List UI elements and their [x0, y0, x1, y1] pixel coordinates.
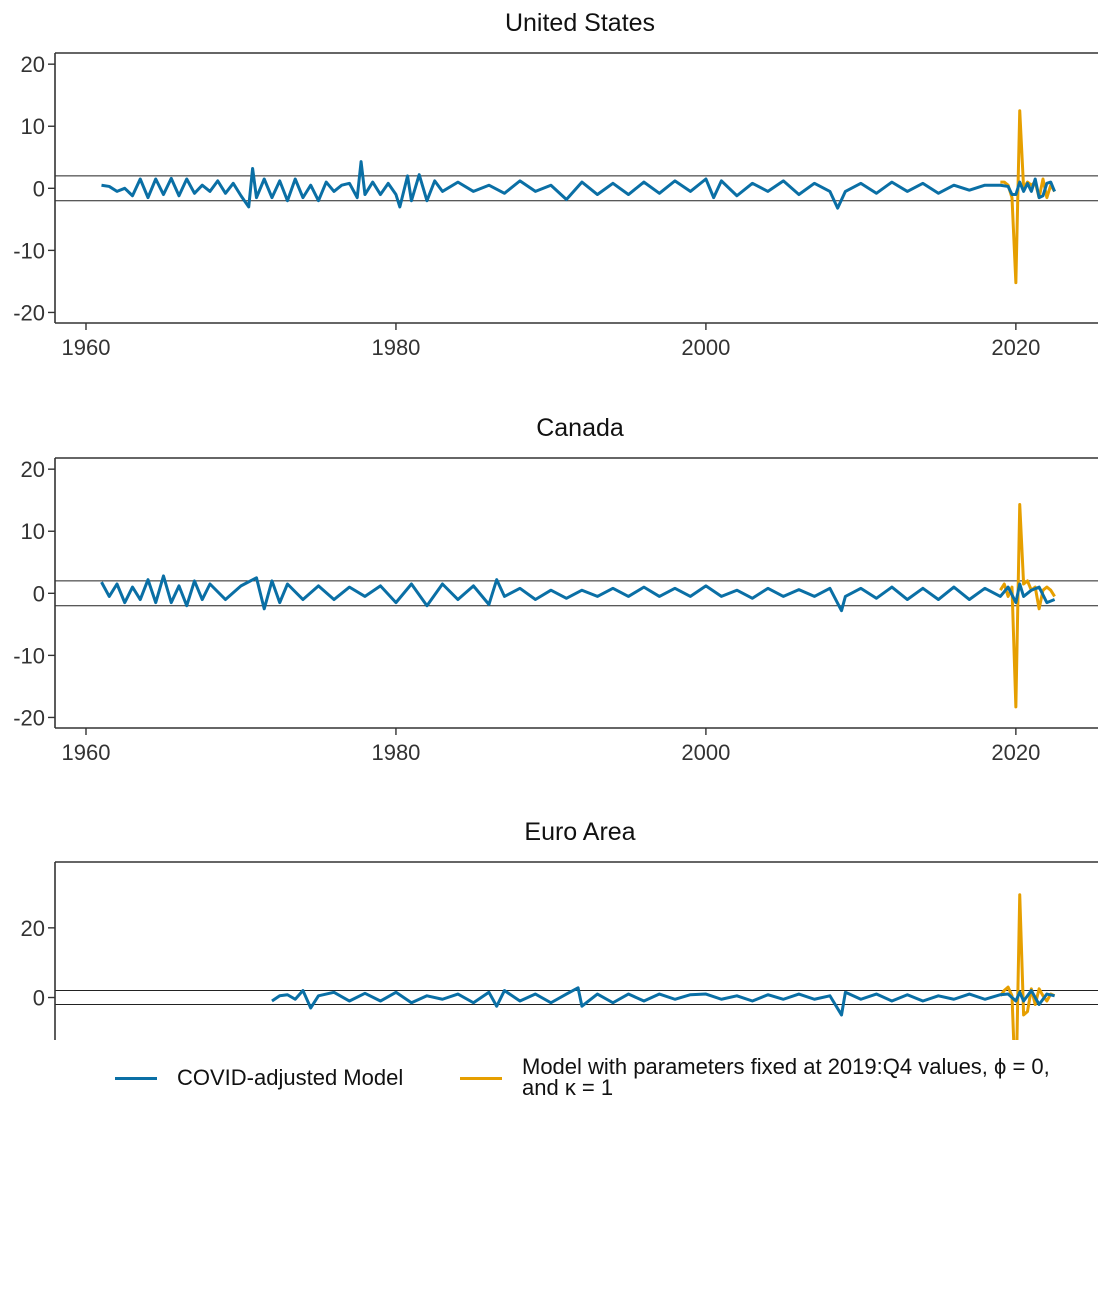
series-line: [101, 160, 1056, 210]
x-tick-label: 2020: [991, 740, 1040, 765]
legend-label: Model with parameters fixed at 2019:Q4 v…: [522, 1054, 1050, 1100]
x-tick-label: 1980: [371, 740, 420, 765]
y-tick-label: -10: [13, 643, 45, 668]
y-tick-label: 20: [21, 52, 45, 77]
legend-entry: Model with parameters fixed at 2019:Q4 v…: [460, 1048, 1067, 1108]
y-tick-label: -20: [13, 300, 45, 325]
series-line: [999, 893, 1056, 1099]
x-tick-label: 1980: [371, 335, 420, 360]
x-tick-label: 1960: [62, 335, 111, 360]
series-line: [999, 503, 1056, 709]
legend-entry: COVID-adjusted Model: [115, 1048, 403, 1108]
panel-title: Canada: [536, 414, 624, 442]
x-tick-label: 2000: [681, 740, 730, 765]
y-tick-label: 0: [33, 176, 45, 201]
series-line: [1000, 109, 1056, 285]
y-tick-label: -20: [13, 705, 45, 730]
legend: COVID-adjusted Model Model with parameter…: [0, 1048, 1100, 1108]
x-tick-label: 2000: [681, 335, 730, 360]
x-tick-label: 1960: [62, 740, 111, 765]
y-tick-label: 20: [21, 916, 45, 941]
y-tick-label: 10: [21, 114, 45, 139]
y-tick-label: 0: [33, 986, 45, 1011]
y-tick-label: 10: [21, 519, 45, 544]
y-tick-label: -10: [13, 238, 45, 263]
y-tick-label: 0: [33, 581, 45, 606]
panel-title: United States: [505, 9, 655, 37]
series-line: [271, 986, 1055, 1017]
legend-swatch: [115, 1076, 157, 1080]
x-tick-label: 2020: [991, 335, 1040, 360]
y-tick-label: 20: [21, 457, 45, 482]
series-line: [100, 574, 1056, 613]
legend-label: COVID-adjusted Model: [177, 1064, 404, 1090]
panel-title: Euro Area: [524, 818, 635, 846]
legend-swatch: [460, 1076, 502, 1080]
